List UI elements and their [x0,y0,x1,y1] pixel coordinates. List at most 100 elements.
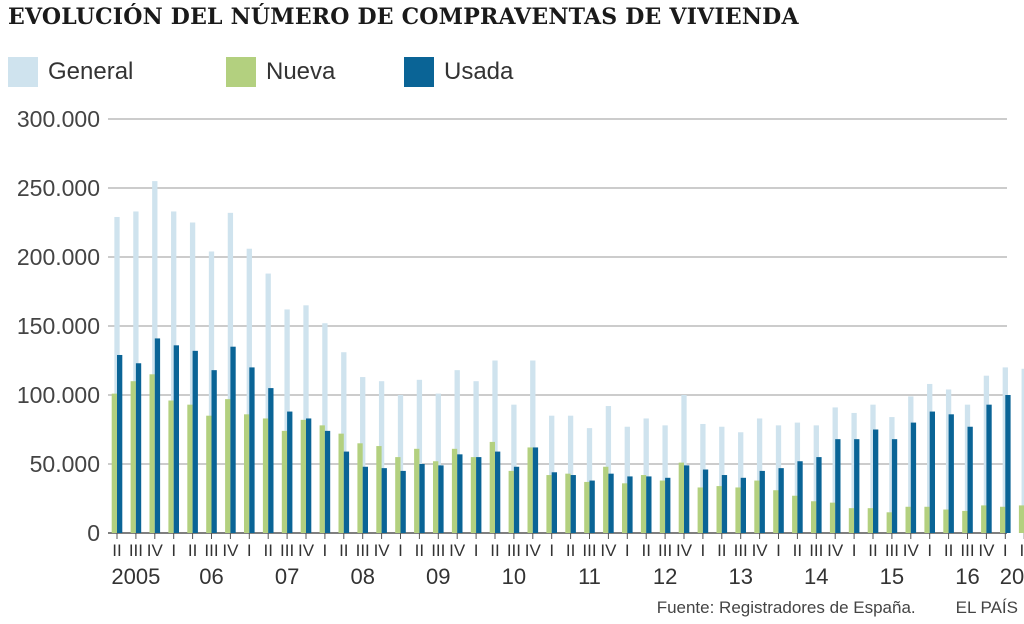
bar-nueva [414,448,420,533]
year-label: 16 [955,564,979,589]
bar-nueva [111,393,117,533]
bar-usada [665,477,671,533]
quarter-label: I [247,541,252,560]
bar-usada [476,457,482,533]
bar-nueva [319,425,325,533]
bar-usada [513,466,520,533]
bar-usada [287,411,293,533]
legend-swatch-nueva [226,57,256,87]
bar-usada [419,464,425,533]
quarter-label: III [734,541,748,560]
bar-nueva [905,506,911,533]
year-label: 15 [880,564,904,589]
quarter-label: II [339,541,348,560]
bar-nueva [792,495,798,533]
bar-nueva [433,461,439,533]
bar-nueva [281,430,288,533]
bar-nueva [489,441,495,533]
quarter-label: IV [298,541,315,560]
quarter-label: I [927,541,932,560]
quarter-label: IV [978,541,995,560]
quarter-label: II [868,541,877,560]
bar-general [832,407,838,533]
bar-usada [117,354,123,533]
bar-usada [400,470,406,533]
bar-nueva [206,415,212,533]
bar-usada [873,429,879,533]
quarter-label: III [582,541,596,560]
quarter-label: II [188,541,197,560]
bar-nueva [1000,506,1006,533]
bar-nueva [130,381,136,533]
bar-usada [721,475,728,533]
legend-label-general: General [48,58,134,85]
quarter-label: IV [752,541,769,560]
quarter-label: II [566,541,575,560]
bar-nueva [357,443,363,533]
bar-nueva [735,487,741,533]
quarter-label: I [776,541,781,560]
bar-usada [740,477,746,533]
quarter-label: II [415,541,424,560]
y-tick-label: 0 [87,520,100,546]
bar-usada [135,363,142,533]
bar-usada [362,466,368,533]
bar-nueva [754,480,760,533]
year-label: 14 [804,564,828,589]
bar-nueva [981,505,987,533]
bar-usada [759,470,765,533]
bar-usada [646,476,652,533]
bar-usada [324,430,331,533]
bar-nueva [508,470,514,533]
bar-nueva [187,404,193,533]
bar-nueva [376,446,382,533]
bar-nueva [962,510,968,533]
bar-usada [627,476,633,533]
quarter-label: III [809,541,823,560]
bar-usada [684,465,690,533]
y-tick-label: 150.000 [17,313,100,339]
bar-nueva [546,475,552,533]
quarter-label: IV [222,541,239,560]
bar-usada [438,465,444,533]
quarter-label: I [701,541,706,560]
quarter-label: IV [449,541,466,560]
bar-general [549,415,555,533]
bar-usada [249,367,255,533]
quarter-label: III [356,541,370,560]
quarter-label: IV [676,541,693,560]
bar-nueva [584,481,590,533]
bar-nueva [622,483,628,533]
year-label: 2017 [1000,564,1024,589]
chart-title: EVOLUCIÓN DEL NÚMERO DE COMPRAVENTAS DE … [8,4,799,30]
quarter-label: III [431,541,445,560]
bar-general [1021,368,1024,533]
bar-usada [154,338,161,533]
bar-nueva [848,508,855,533]
year-label: 12 [653,564,677,589]
bar-nueva [451,448,458,533]
y-tick-label: 50.000 [30,451,100,477]
quarter-label: III [507,541,521,560]
bar-general [246,248,252,533]
bar-nueva [168,400,174,533]
bar-nueva [395,457,401,533]
quarter-label: IV [827,541,844,560]
bar-usada [986,404,992,533]
quarter-label: III [129,541,143,560]
bar-general [927,383,933,533]
y-tick-label: 200.000 [17,244,100,270]
quarter-label: II [490,541,499,560]
bar-nueva [300,419,306,533]
quarter-label: IV [600,541,617,560]
year-label: 08 [350,564,374,589]
bar-general [152,181,158,533]
bar-general [265,273,271,533]
quarter-label: I [625,541,630,560]
bar-usada [891,439,898,533]
bar-usada [211,370,217,533]
bar-nueva [640,475,647,533]
quarter-label: II [641,541,650,560]
chart-footer: Fuente: Registradores de España. EL PAÍS [657,598,1018,618]
year-label: 07 [275,564,299,589]
